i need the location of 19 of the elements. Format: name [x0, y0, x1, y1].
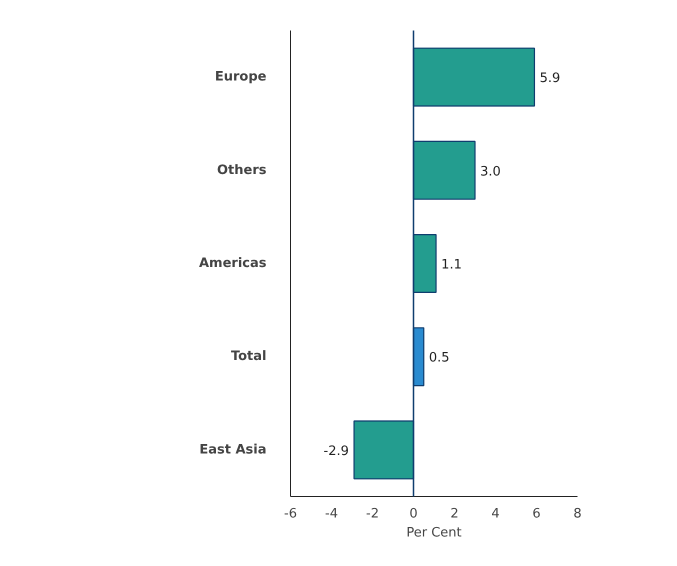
- x-tick-label: 6: [532, 506, 541, 522]
- x-tick-label: -4: [325, 506, 338, 522]
- data-label: 5.9: [540, 71, 560, 86]
- x-tick-label: -2: [366, 506, 379, 522]
- y-tick-label: Total: [230, 349, 266, 364]
- x-tick-label: 0: [409, 506, 418, 522]
- y-tick-label: East Asia: [199, 442, 267, 458]
- data-label: -2.9: [324, 444, 349, 459]
- data-label: 0.5: [428, 350, 450, 366]
- y-tick-label: Europe: [214, 70, 267, 85]
- x-axis-title: Per Cent: [406, 526, 462, 540]
- x-tick-label: -6: [284, 506, 297, 522]
- y-tick-label: Others: [217, 162, 267, 178]
- x-tick-label: 2: [450, 506, 459, 522]
- y-tick-label: Americas: [198, 256, 267, 271]
- data-label: 1.1: [441, 258, 462, 272]
- x-tick-label: 8: [573, 506, 582, 522]
- x-tick-label: 4: [491, 506, 500, 522]
- data-label: 3.0: [480, 164, 501, 180]
